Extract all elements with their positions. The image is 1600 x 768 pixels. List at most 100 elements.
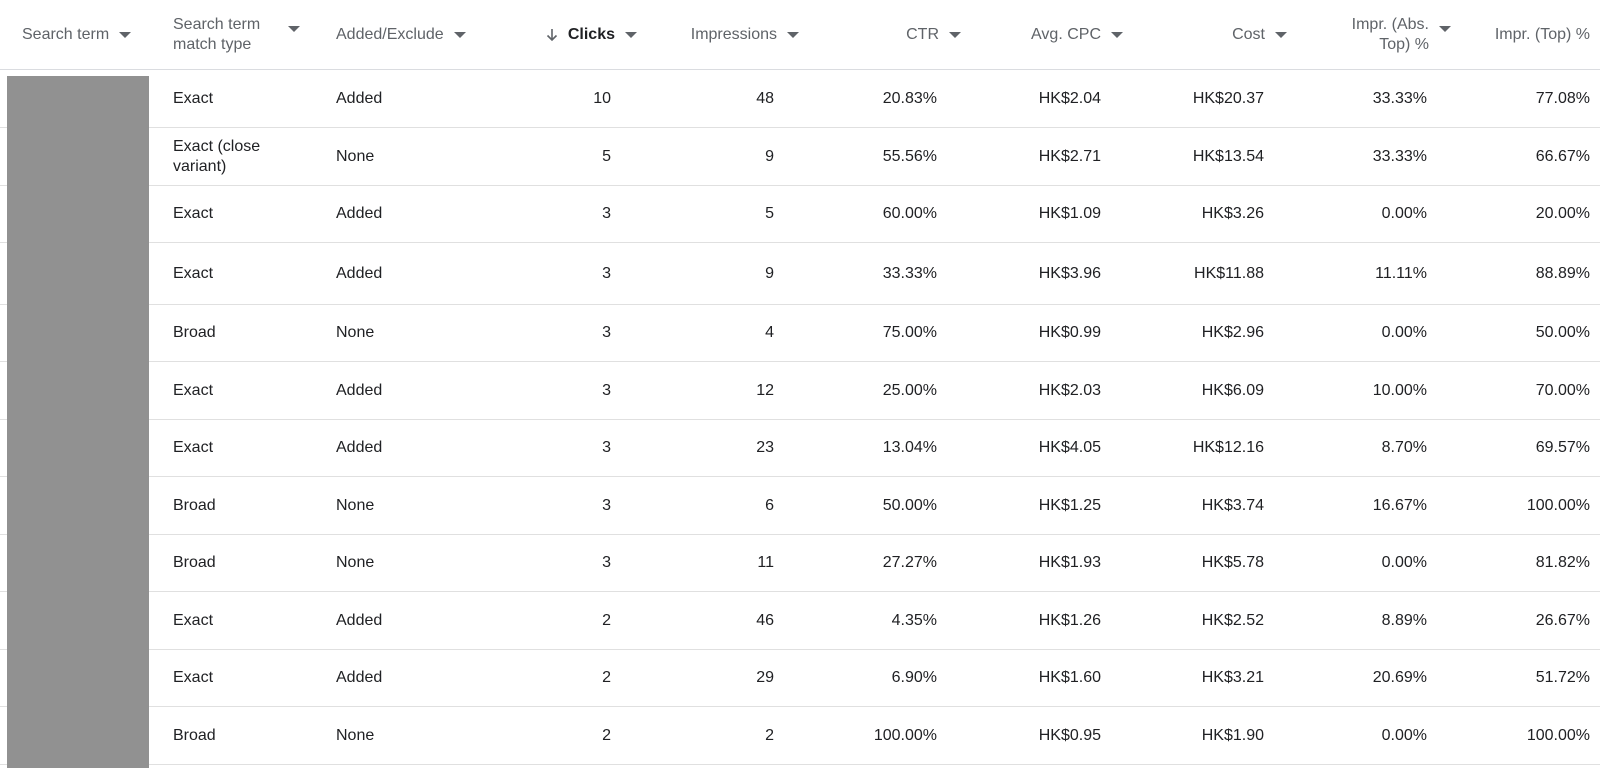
cell-impressions: 2 [765, 726, 774, 744]
caret-down-icon[interactable] [453, 32, 466, 38]
header-label-search-term: Search term [22, 26, 110, 43]
header-label-added-exclude: Added/Exclude [336, 26, 444, 43]
cell-impr-top: 88.89% [1535, 264, 1590, 282]
cell-added-exclude: Added [336, 205, 383, 222]
cell-ctr: 55.56% [882, 147, 937, 165]
cell-avg-cpc: HK$2.03 [1038, 381, 1101, 399]
cell-impr-top: 51.72% [1535, 669, 1590, 686]
cell-cost: HK$3.74 [1201, 496, 1264, 514]
cell-ctr: 20.83% [882, 89, 937, 107]
cell-added-exclude: Added [336, 669, 383, 686]
header-search-term[interactable]: Search term [22, 0, 142, 70]
cell-clicks: 2 [602, 611, 611, 629]
cell-added-exclude: Added [336, 381, 383, 399]
cell-impressions: 9 [765, 147, 774, 165]
cell-match-type: Exact [173, 264, 214, 282]
cell-match-type: Exact [173, 205, 214, 222]
caret-down-icon[interactable] [1111, 32, 1123, 38]
cell-clicks: 3 [602, 324, 611, 341]
table-row[interactable]: Exact Added 3 23 13.04% HK$4.05 HK$12.16 8.70% 6… [0, 420, 1600, 477]
table-row[interactable]: Broad None 3 11 27.27% HK$1.93 HK$5.78 0.00% 81.… [0, 535, 1600, 592]
cell-impr-abs-top: 8.70% [1381, 439, 1427, 456]
cell-clicks: 2 [602, 726, 611, 744]
cell-avg-cpc: HK$1.09 [1038, 205, 1101, 222]
cell-impr-abs-top: 0.00% [1381, 324, 1427, 341]
cell-avg-cpc: HK$2.04 [1038, 89, 1101, 107]
cell-cost: HK$13.54 [1192, 147, 1264, 165]
header-impr-abs-top[interactable]: Impr. (Abs. Top) % [1300, 0, 1451, 70]
table-row[interactable]: Exact Added 2 46 4.35% HK$1.26 HK$2.52 8.89% 26.… [0, 592, 1600, 650]
caret-down-icon[interactable] [1275, 32, 1287, 38]
table-row[interactable]: Exact Added 3 5 60.00% HK$1.09 HK$3.26 0.00% 20.… [0, 186, 1600, 243]
cell-impressions: 23 [756, 439, 774, 456]
cell-impressions: 12 [756, 381, 774, 399]
cell-ctr: 60.00% [882, 205, 937, 222]
table-row[interactable]: Exact (close variant) None 5 9 55.56% HK$2.71… [0, 128, 1600, 186]
cell-impr-top: 69.57% [1535, 439, 1590, 456]
table-row[interactable]: Exact Added 3 12 25.00% HK$2.03 HK$6.09 10.00% 7… [0, 362, 1600, 420]
header-impressions[interactable]: Impressions [660, 0, 799, 70]
table-row[interactable]: Exact Added 10 48 20.83% HK$2.04 HK$20.37 33.33… [0, 70, 1600, 128]
cell-avg-cpc: HK$1.60 [1038, 669, 1101, 686]
cell-match-type: Broad [173, 496, 216, 514]
cell-impressions: 29 [756, 669, 774, 686]
cell-impressions: 9 [765, 264, 774, 282]
table-row[interactable]: Exact Added 3 9 33.33% HK$3.96 HK$11.88 11.11% 8… [0, 243, 1600, 305]
caret-down-icon[interactable] [787, 32, 799, 38]
header-impr-top[interactable]: Impr. (Top) % [1460, 0, 1590, 70]
cell-impressions: 48 [756, 89, 774, 107]
cell-ctr: 75.00% [882, 324, 937, 341]
cell-avg-cpc: HK$3.96 [1038, 264, 1101, 282]
header-label-impressions: Impressions [690, 26, 777, 43]
cell-cost: HK$3.21 [1201, 669, 1264, 686]
cell-added-exclude: Added [336, 264, 383, 282]
caret-down-icon[interactable] [119, 32, 132, 38]
header-cost[interactable]: Cost [1150, 0, 1287, 70]
cell-match-type: Exact [173, 381, 214, 399]
table-row[interactable]: Broad None 3 4 75.00% HK$0.99 HK$2.96 0.00% 50.0… [0, 305, 1600, 362]
cell-ctr: 50.00% [882, 496, 937, 514]
cell-ctr: 6.90% [891, 669, 937, 686]
cell-impr-top: 66.67% [1535, 147, 1590, 165]
table-row[interactable]: Exact Added 2 29 6.90% HK$1.60 HK$3.21 20.69% 51… [0, 650, 1600, 707]
cell-impr-abs-top: 16.67% [1372, 496, 1427, 514]
caret-down-icon[interactable] [625, 32, 637, 38]
cell-impr-top: 77.08% [1535, 89, 1590, 107]
cell-added-exclude: Added [336, 89, 383, 107]
header-added-exclude[interactable]: Added/Exclude [336, 0, 486, 70]
header-avg-cpc[interactable]: Avg. CPC [990, 0, 1123, 70]
cell-impr-top: 100.00% [1526, 496, 1590, 514]
cell-impr-abs-top: 33.33% [1372, 89, 1427, 107]
table-row[interactable]: Broad None 2 2 100.00% HK$0.95 HK$1.90 0.00% 100… [0, 707, 1600, 765]
cell-impr-top: 100.00% [1526, 726, 1590, 744]
arrow-down-icon[interactable] [544, 27, 560, 43]
cell-cost: HK$3.26 [1201, 205, 1264, 222]
caret-down-icon[interactable] [1439, 26, 1451, 32]
header-label-ctr: CTR [906, 26, 939, 43]
cell-cost: HK$12.16 [1192, 439, 1264, 456]
cell-ctr: 33.33% [882, 264, 937, 282]
header-ctr[interactable]: CTR [830, 0, 961, 70]
cell-avg-cpc: HK$1.25 [1038, 496, 1101, 514]
cell-clicks: 3 [602, 439, 611, 456]
table-row[interactable]: Broad None 3 6 50.00% HK$1.25 HK$3.74 16.67% 100… [0, 477, 1600, 535]
cell-added-exclude: None [336, 496, 375, 514]
header-label-cost: Cost [1232, 26, 1265, 43]
cell-match-type: Exact [173, 439, 214, 456]
cell-impressions: 5 [765, 205, 774, 222]
cell-clicks: 3 [602, 264, 611, 282]
cell-avg-cpc: HK$1.26 [1038, 611, 1101, 629]
cell-clicks: 3 [602, 381, 611, 399]
cell-ctr: 27.27% [882, 554, 937, 571]
caret-down-icon[interactable] [949, 32, 961, 38]
header-match-type[interactable]: Search term match type [173, 0, 313, 70]
header-label-avg-cpc: Avg. CPC [1031, 26, 1101, 43]
caret-down-icon[interactable] [288, 26, 301, 32]
cell-impr-abs-top: 0.00% [1381, 726, 1427, 744]
cell-cost: HK$11.88 [1194, 264, 1264, 282]
cell-cost: HK$1.90 [1201, 726, 1264, 744]
cell-match-type: Broad [173, 324, 216, 341]
cell-avg-cpc: HK$1.93 [1038, 554, 1101, 571]
header-clicks[interactable]: Clicks [500, 0, 637, 70]
